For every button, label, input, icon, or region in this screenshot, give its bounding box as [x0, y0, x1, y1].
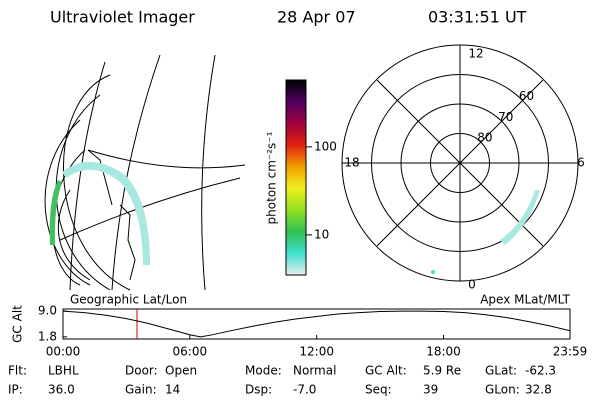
info-value: -62.3: [525, 364, 556, 378]
info-value: Open: [165, 364, 197, 378]
hour-label: 0: [468, 278, 476, 292]
ring-label: 80: [477, 131, 492, 145]
info-value: -7.0: [293, 383, 316, 397]
info-label: Mode:: [245, 364, 282, 378]
info-label: IP:: [8, 383, 23, 397]
colorbar-tick-label: 10: [314, 227, 329, 241]
info-label: GC Alt:: [365, 364, 407, 378]
info-value: 39: [423, 383, 438, 397]
plot-frame: [62, 308, 571, 340]
info-label: GLon:: [485, 383, 520, 397]
hour-label: 6: [577, 156, 585, 170]
ring: [371, 74, 549, 252]
x-tick-label: 12:00: [299, 345, 334, 359]
hour-label: 18: [344, 156, 359, 170]
y-tick-label: 9.0: [38, 304, 57, 318]
ring-label: 60: [519, 89, 534, 103]
y-axis-label: GC Alt: [11, 305, 25, 343]
x-tick-label: 23:59: [553, 345, 588, 359]
x-tick-label: 18:00: [426, 345, 461, 359]
x-tick-label: 06:00: [173, 345, 208, 359]
info-label: Gain:: [125, 383, 157, 397]
title: Ultraviolet Imager: [50, 8, 195, 27]
ring: [430, 133, 490, 193]
info-label: Dsp:: [245, 383, 272, 397]
ring-label: 70: [498, 110, 513, 124]
altitude-line: [62, 310, 571, 338]
map-title: Geographic Lat/Lon: [70, 293, 187, 307]
info-label: Flt:: [8, 364, 27, 378]
info-value: LBHL: [48, 364, 79, 378]
aurora-polar: [500, 190, 540, 245]
hour-label: 12: [468, 47, 483, 61]
ring: [400, 103, 520, 223]
date: 28 Apr 07: [277, 8, 356, 27]
info-label: GLat:: [485, 364, 517, 378]
info-value: 36.0: [48, 383, 75, 397]
colorbar: [285, 79, 307, 276]
info-value: 14: [165, 383, 180, 397]
info-value: Normal: [293, 364, 336, 378]
time: 03:31:51 UT: [428, 8, 527, 27]
x-tick-label: 00:00: [46, 345, 81, 359]
map-title: Apex MLat/MLT: [480, 293, 570, 307]
info-label: Seq:: [365, 383, 392, 397]
info-label: Door:: [125, 364, 158, 378]
colorbar-label: photon cm⁻²s⁻¹: [265, 131, 279, 224]
info-value: 32.8: [525, 383, 552, 397]
aurora-dot: [431, 270, 435, 274]
info-value: 5.9 Re: [423, 364, 461, 378]
colorbar-tick-label: 100: [314, 139, 337, 153]
aurora-geo: [49, 161, 150, 265]
polar-plot: [341, 44, 579, 282]
y-tick-label: 1.8: [38, 329, 57, 343]
